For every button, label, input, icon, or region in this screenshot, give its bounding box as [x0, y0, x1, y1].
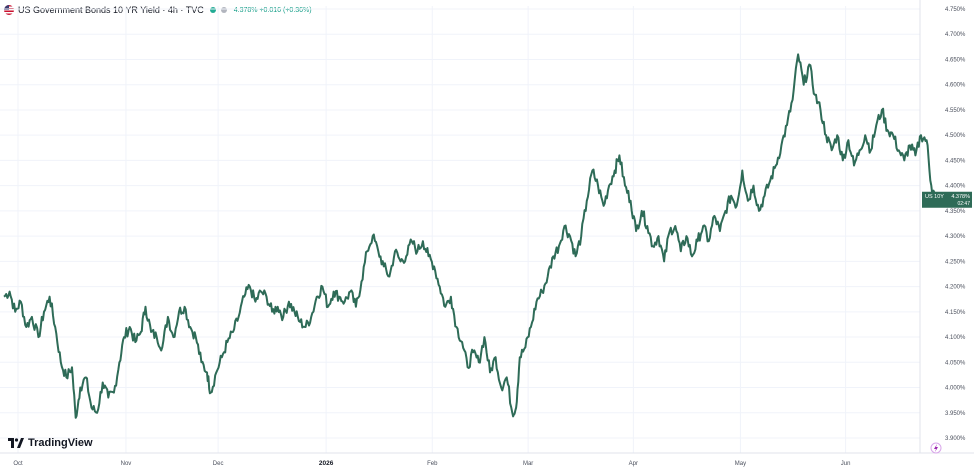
y-tick-label: 3.900% — [945, 436, 966, 442]
x-tick-label: Feb — [427, 461, 438, 467]
y-tick-label: 4.300% — [945, 234, 966, 240]
y-tick-label: 4.700% — [945, 32, 966, 38]
yield-line — [3, 53, 936, 419]
bar-countdown: 02:47 — [957, 201, 970, 207]
y-tick-label: 4.650% — [945, 57, 966, 63]
y-tick-label: 4.350% — [945, 209, 966, 215]
x-tick-label: 2026 — [319, 460, 334, 467]
x-tick-label: May — [735, 461, 746, 467]
header-quote: 4.378% +0.016 (+0.36%) — [233, 6, 312, 14]
market-status-icon — [209, 7, 216, 13]
y-tick-label: 4.200% — [945, 285, 966, 291]
last-price-value: 4.378% — [951, 194, 970, 200]
y-tick-label: 4.150% — [945, 310, 966, 316]
data-delay-icon — [220, 7, 227, 13]
flash-bolt-icon — [934, 444, 938, 452]
y-tick-label: 4.400% — [945, 184, 966, 190]
y-tick-label: 4.500% — [945, 133, 966, 139]
y-tick-label: 4.000% — [945, 386, 966, 392]
y-tick-label: 4.550% — [945, 108, 966, 114]
y-tick-label: 4.100% — [945, 335, 966, 341]
x-tick-label: Dec — [213, 461, 224, 467]
chart-title: US Government Bonds 10 YR Yield · 4h · T… — [18, 5, 204, 15]
brand-name: TradingView — [28, 437, 93, 449]
chart-header: US Government Bonds 10 YR Yield · 4h · T… — [4, 3, 312, 17]
tradingview-logo-icon — [8, 437, 24, 448]
x-tick-label: Jun — [841, 461, 851, 467]
y-tick-label: 4.450% — [945, 158, 966, 164]
x-tick-label: Nov — [121, 461, 132, 467]
y-tick-label: 4.050% — [945, 360, 966, 366]
last-price-symbol: US 10Y — [925, 194, 944, 200]
tradingview-logo[interactable]: TradingView — [8, 437, 93, 449]
x-tick-label: Oct — [13, 461, 23, 467]
y-tick-label: 4.750% — [945, 7, 966, 13]
y-tick-label: 3.950% — [945, 411, 966, 417]
last-price-tag-bg — [922, 191, 972, 208]
us-flag-icon — [4, 5, 14, 15]
last-price-tag[interactable]: US 10Y 4.378%02:47 — [922, 191, 972, 208]
x-tick-label: Mar — [523, 461, 533, 467]
y-tick-label: 4.250% — [945, 259, 966, 265]
x-tick-label: Apr — [629, 461, 638, 467]
y-tick-label: 4.600% — [945, 83, 966, 89]
